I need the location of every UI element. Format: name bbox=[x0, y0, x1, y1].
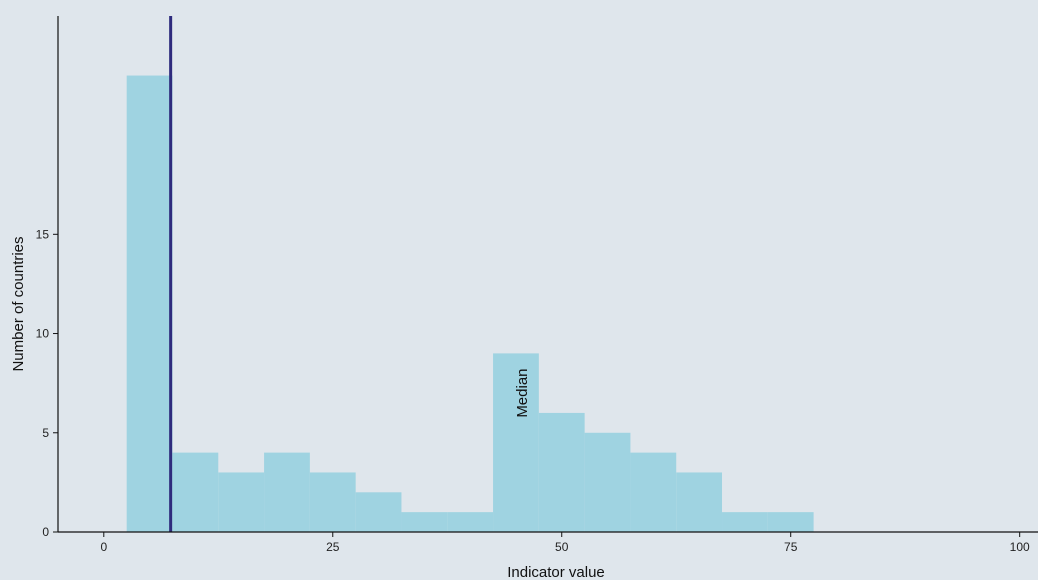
x-tick-label: 25 bbox=[326, 540, 340, 554]
x-tick-label: 100 bbox=[1010, 540, 1030, 554]
histogram-bar bbox=[309, 472, 356, 532]
histogram-bar bbox=[538, 412, 585, 532]
histogram-bar bbox=[584, 432, 631, 532]
y-tick-label: 0 bbox=[42, 525, 49, 539]
histogram-bar bbox=[493, 353, 539, 532]
y-axis-ticks: 0 5 10 15 bbox=[36, 227, 58, 539]
histogram-bar bbox=[630, 452, 677, 532]
median-label: Median bbox=[514, 368, 531, 417]
histogram-bar bbox=[355, 492, 402, 532]
histogram-bar bbox=[264, 452, 310, 532]
histogram-bar bbox=[126, 75, 173, 533]
histogram-bar bbox=[722, 512, 768, 532]
histogram-bar bbox=[172, 452, 219, 532]
x-axis-title: Indicator value bbox=[507, 564, 605, 580]
bars-group bbox=[126, 75, 814, 533]
x-tick-label: 0 bbox=[100, 540, 107, 554]
histogram-bar bbox=[676, 472, 723, 532]
y-axis-title: Number of countries bbox=[10, 236, 27, 371]
histogram-bar bbox=[218, 472, 265, 532]
x-tick-label: 50 bbox=[555, 540, 569, 554]
x-tick-label: 75 bbox=[784, 540, 798, 554]
y-tick-label: 15 bbox=[36, 227, 50, 241]
histogram-bar bbox=[447, 512, 494, 532]
histogram-bar bbox=[767, 512, 814, 532]
x-axis-ticks: 0 25 50 75 100 bbox=[100, 532, 1030, 554]
y-tick-label: 5 bbox=[42, 426, 49, 440]
y-tick-label: 10 bbox=[36, 327, 50, 341]
histogram-bar bbox=[401, 512, 448, 532]
